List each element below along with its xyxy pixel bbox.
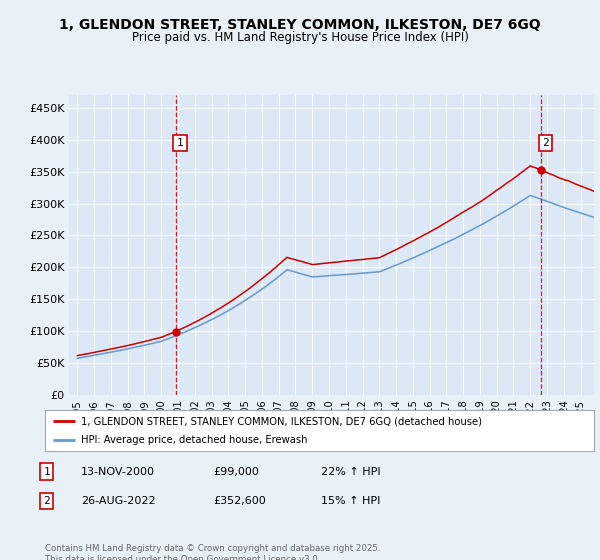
Text: £352,600: £352,600	[213, 496, 266, 506]
Text: 15% ↑ HPI: 15% ↑ HPI	[321, 496, 380, 506]
Text: 1, GLENDON STREET, STANLEY COMMON, ILKESTON, DE7 6GQ (detached house): 1, GLENDON STREET, STANLEY COMMON, ILKES…	[80, 417, 482, 426]
Text: 1: 1	[43, 466, 50, 477]
Text: £99,000: £99,000	[213, 466, 259, 477]
Text: 13-NOV-2000: 13-NOV-2000	[81, 466, 155, 477]
Text: Contains HM Land Registry data © Crown copyright and database right 2025.
This d: Contains HM Land Registry data © Crown c…	[45, 544, 380, 560]
Text: 2: 2	[542, 138, 549, 148]
Text: Price paid vs. HM Land Registry's House Price Index (HPI): Price paid vs. HM Land Registry's House …	[131, 31, 469, 44]
Text: 2: 2	[43, 496, 50, 506]
Text: 1: 1	[176, 138, 184, 148]
Text: 26-AUG-2022: 26-AUG-2022	[81, 496, 155, 506]
Text: 1, GLENDON STREET, STANLEY COMMON, ILKESTON, DE7 6GQ: 1, GLENDON STREET, STANLEY COMMON, ILKES…	[59, 18, 541, 32]
Text: 22% ↑ HPI: 22% ↑ HPI	[321, 466, 380, 477]
Text: HPI: Average price, detached house, Erewash: HPI: Average price, detached house, Erew…	[80, 435, 307, 445]
